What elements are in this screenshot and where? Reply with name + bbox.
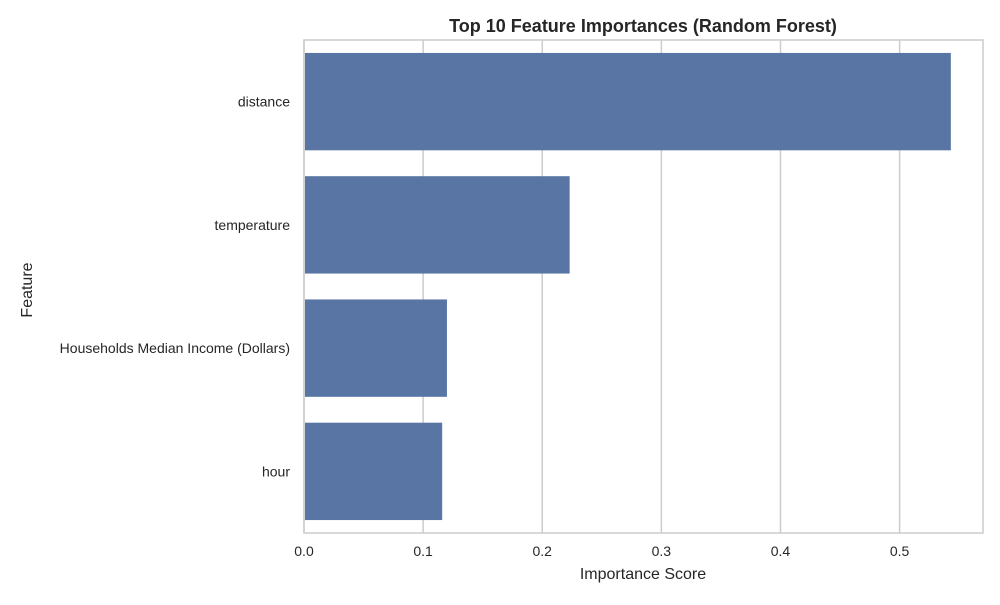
bar	[305, 299, 447, 397]
x-tick-label: 0.3	[652, 543, 672, 559]
bars-layer	[305, 52, 951, 521]
bar	[305, 176, 570, 274]
x-tick-label: 0.1	[413, 543, 433, 559]
bar	[305, 422, 443, 521]
x-axis-label: Importance Score	[580, 566, 706, 583]
y-tick-labels: distance temperature Households Median Inc…	[60, 94, 291, 480]
x-tick-labels: 0.0 0.1 0.2 0.3 0.4 0.5	[294, 543, 909, 559]
y-tick-label: hour	[262, 463, 290, 479]
x-tick-label: 0.5	[890, 543, 910, 559]
chart-title: Top 10 Feature Importances (Random Fores…	[449, 16, 837, 36]
y-tick-label: Households Median Income (Dollars)	[60, 340, 290, 356]
y-tick-label: temperature	[215, 217, 291, 233]
y-axis-label: Feature	[19, 262, 36, 317]
x-tick-label: 0.2	[533, 543, 553, 559]
plot-frame	[303, 39, 984, 534]
y-tick-label: distance	[238, 94, 290, 110]
x-tick-label: 0.0	[294, 543, 314, 559]
x-tick-label: 0.4	[771, 543, 791, 559]
bar	[305, 52, 951, 151]
